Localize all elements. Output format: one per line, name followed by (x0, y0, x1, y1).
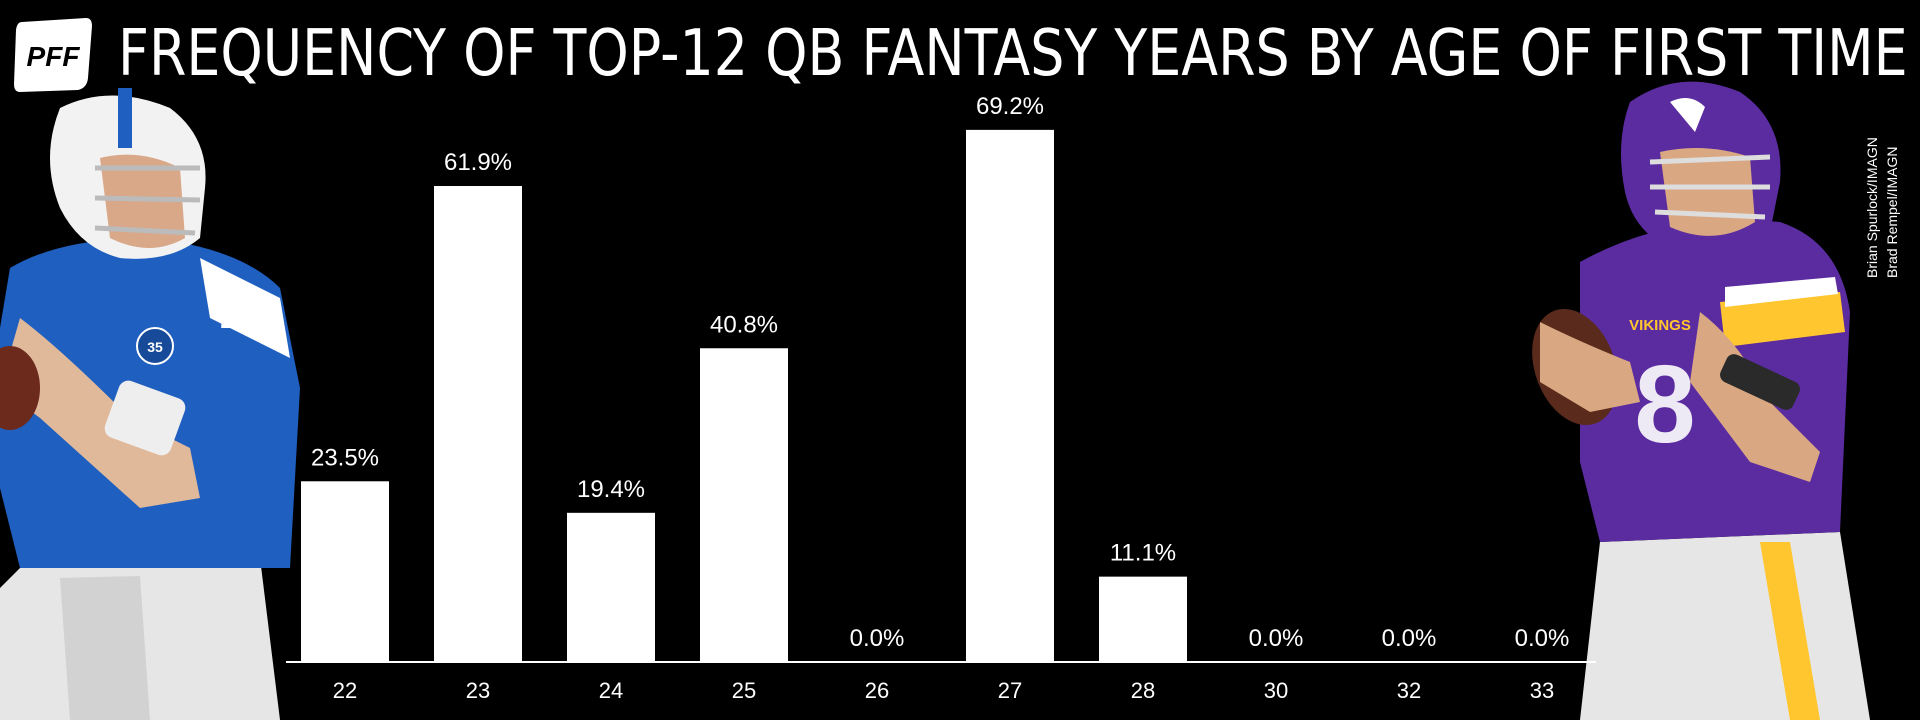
data-label-age-23: 61.9% (444, 149, 512, 176)
x-tick-label-33: 33 (1530, 678, 1554, 703)
right-player-photo: VIKINGS 8 (1532, 81, 1870, 720)
pff-logo: PFF (14, 18, 92, 92)
x-tick-label-25: 25 (732, 678, 756, 703)
data-label-age-24: 19.4% (577, 476, 645, 503)
x-tick-label-22: 22 (333, 678, 357, 703)
data-label-age-25: 40.8% (710, 311, 778, 338)
data-label-age-26: 0.0% (850, 625, 905, 652)
x-tick-label-28: 28 (1131, 678, 1155, 703)
x-tick-label-30: 30 (1264, 678, 1288, 703)
data-label-age-22: 23.5% (311, 444, 379, 471)
bar-age-28 (1099, 576, 1187, 662)
data-label-age-32: 0.0% (1382, 625, 1437, 652)
right-jersey-text: VIKINGS (1629, 317, 1691, 334)
x-tick-label-24: 24 (599, 678, 623, 703)
x-tick-label-26: 26 (865, 678, 889, 703)
left-player-photo: 12 35 (0, 88, 300, 720)
bar-age-27 (966, 129, 1054, 662)
left-jersey-patch: 35 (147, 339, 163, 355)
right-jersey-number: 8 (1634, 343, 1695, 466)
x-tick-label-27: 27 (998, 678, 1022, 703)
bar-age-22 (301, 481, 389, 662)
x-tick-label-23: 23 (466, 678, 490, 703)
x-tick-label-32: 32 (1397, 678, 1421, 703)
data-label-age-27: 69.2% (976, 93, 1044, 120)
data-label-age-33: 0.0% (1515, 625, 1570, 652)
logo-text: PFF (27, 41, 81, 72)
bar-age-24 (567, 512, 655, 662)
bar-age-23 (434, 186, 522, 662)
data-label-age-28: 11.1% (1110, 540, 1176, 567)
bar-age-25 (700, 348, 788, 662)
left-jersey-number: 12 (219, 295, 261, 337)
data-label-age-30: 0.0% (1249, 625, 1304, 652)
page-title: FREQUENCY OF TOP-12 QB FANTASY YEARS BY … (118, 17, 1908, 91)
